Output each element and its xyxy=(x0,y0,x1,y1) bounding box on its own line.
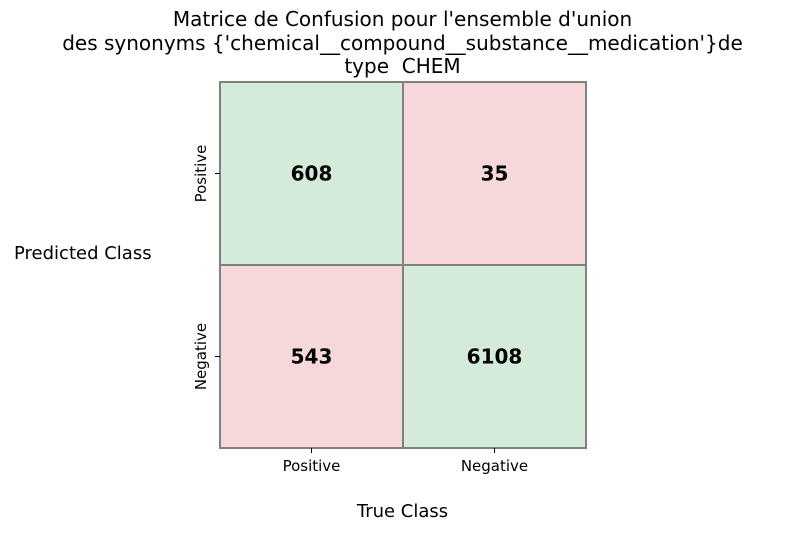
cell-value-0-0: 608 xyxy=(291,162,333,186)
cell-value-0-1: 35 xyxy=(481,162,509,186)
chart-title-line-1: Matrice de Confusion pour l'ensemble d'u… xyxy=(172,7,633,31)
cell-value-1-0: 543 xyxy=(291,345,333,369)
y-tick-label-1: Negative xyxy=(192,323,210,390)
heatmap-cell-0-0 xyxy=(219,81,404,266)
heatmap-cell-1-0 xyxy=(219,264,404,449)
x-axis-label: True Class xyxy=(356,501,449,522)
y-tick-label-0: Positive xyxy=(192,145,210,203)
y-axis-label: Predicted Class xyxy=(14,243,152,264)
chart-title-line-3: type CHEM xyxy=(344,54,461,78)
heatmap-cell-1-1 xyxy=(402,264,587,449)
cell-value-1-1: 6108 xyxy=(467,345,523,369)
x-tick-label-1: Negative xyxy=(461,457,528,475)
x-tick-label-0: Positive xyxy=(283,457,341,475)
chart-title-line-2: des synonyms {'chemical__compound__subst… xyxy=(62,31,743,55)
